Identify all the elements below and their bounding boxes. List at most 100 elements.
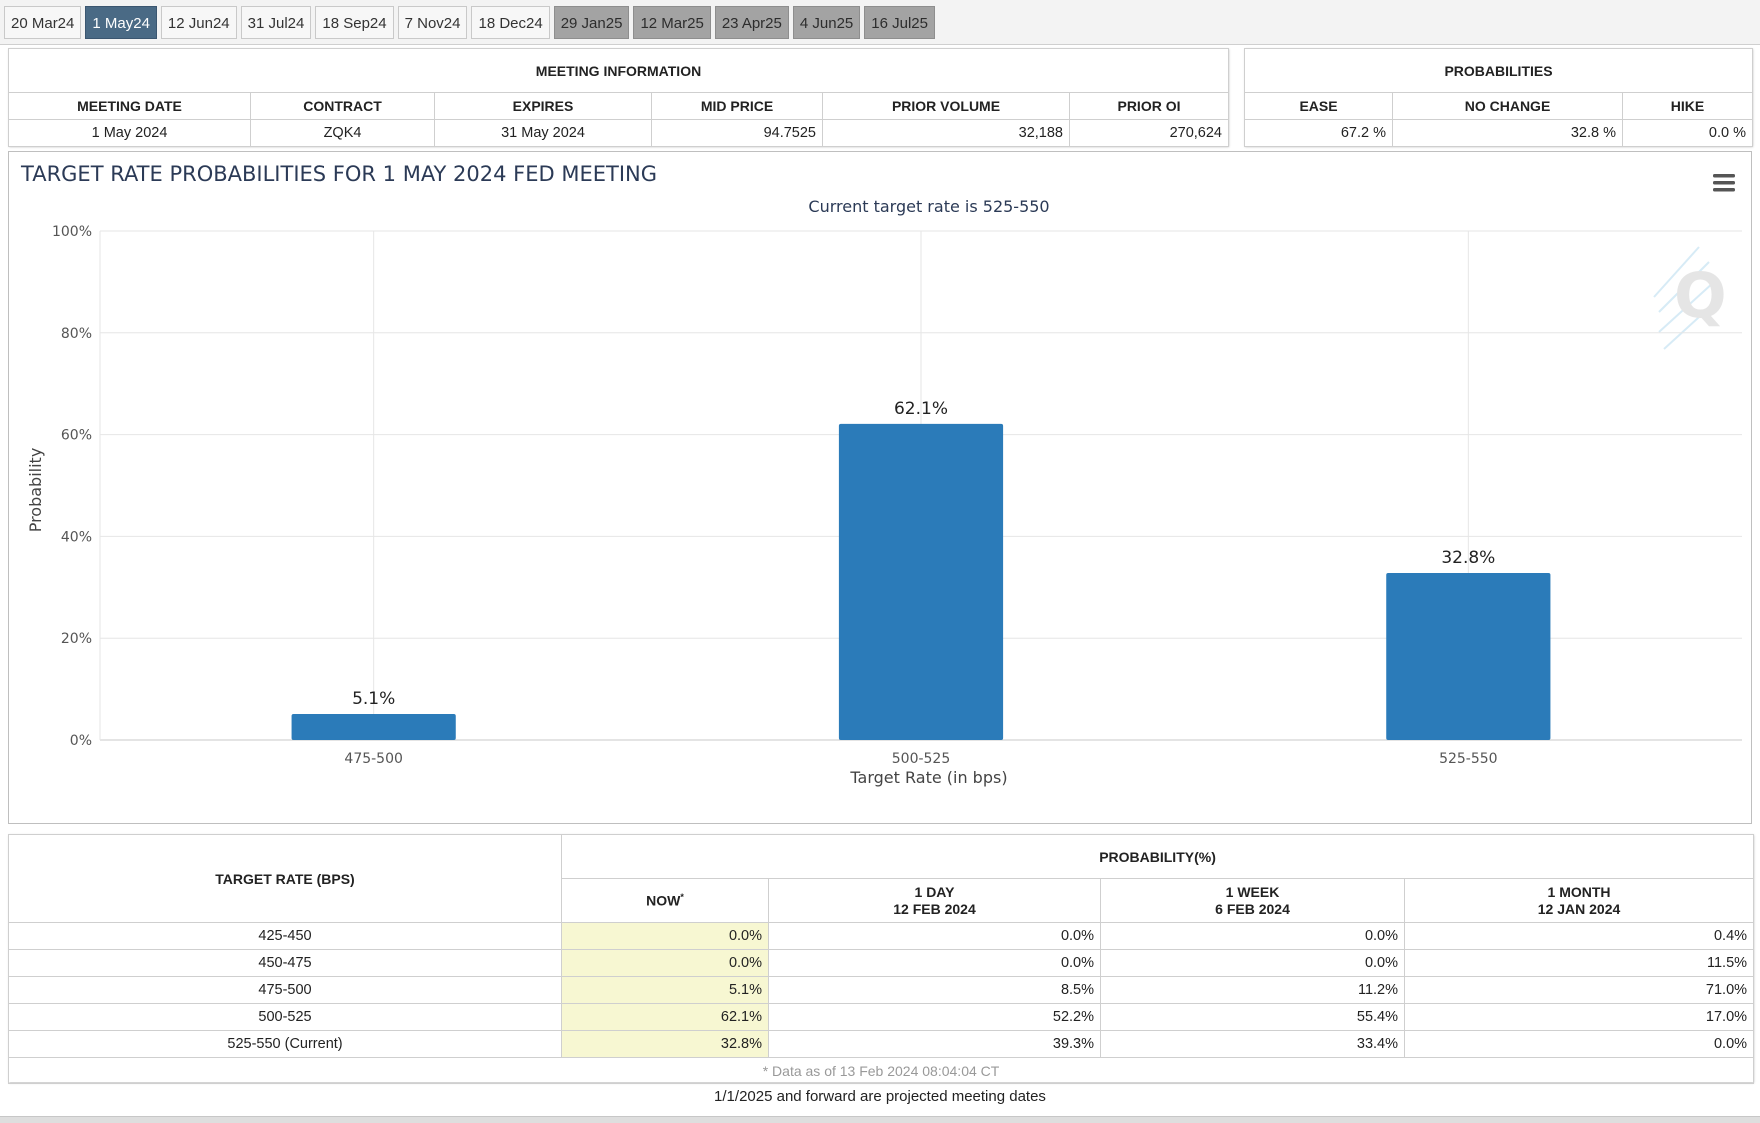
col-1-week-date: 6 FEB 2024 — [1215, 900, 1290, 917]
col-now-footnote-mark: * — [680, 892, 684, 903]
expires-value: 31 May 2024 — [434, 119, 652, 147]
one-month-probability-cell: 11.5% — [1403, 949, 1755, 977]
meeting-tab[interactable]: 7 Nov24 — [397, 6, 468, 39]
probability-row: 450-475 0.0% 0.0% 0.0% 11.5% — [8, 949, 1755, 977]
one-week-probability-cell: 0.0% — [1100, 922, 1405, 950]
one-day-probability-cell: 0.0% — [768, 922, 1101, 950]
probability-history-panel: TARGET RATE (BPS) PROBABILITY(%) NOW* 1 … — [7, 834, 1755, 1084]
one-day-probability-cell: 52.2% — [768, 1003, 1101, 1031]
col-contract: CONTRACT — [250, 92, 435, 120]
x-category-label: 475-500 — [344, 751, 403, 767]
target-rate-cell: 500-525 — [8, 1003, 562, 1031]
probability-bar[interactable] — [291, 714, 456, 740]
probabilities-panel: PROBABILITIES EASE NO CHANGE HIKE 67.2 %… — [1244, 48, 1753, 147]
now-probability-cell: 62.1% — [561, 1003, 769, 1031]
y-tick-label: 20% — [61, 631, 92, 647]
meeting-tab[interactable]: 16 Jul25 — [864, 6, 935, 39]
now-probability-cell: 32.8% — [561, 1030, 769, 1058]
one-week-probability-cell: 33.4% — [1100, 1030, 1405, 1058]
col-1-week: 1 WEEK 6 FEB 2024 — [1100, 878, 1405, 923]
col-no-change: NO CHANGE — [1392, 92, 1623, 120]
meeting-tab[interactable]: 29 Jan25 — [553, 6, 630, 39]
target-rate-header: TARGET RATE (BPS) — [8, 834, 562, 923]
meeting-tab[interactable]: 1 May24 — [85, 6, 157, 39]
one-week-probability-cell: 11.2% — [1100, 976, 1405, 1004]
x-axis-title: Target Rate (in bps) — [849, 768, 1007, 787]
col-1-week-label: 1 WEEK — [1225, 883, 1280, 900]
one-month-probability-cell: 0.0% — [1403, 1030, 1755, 1058]
x-category-label: 500-525 — [892, 751, 951, 767]
y-axis-title: Probability — [26, 448, 45, 533]
hamburger-menu-icon[interactable] — [1707, 168, 1739, 198]
col-1-day: 1 DAY 12 FEB 2024 — [768, 878, 1101, 923]
meeting-information-panel: MEETING INFORMATION MEETING DATE CONTRAC… — [8, 48, 1229, 147]
meeting-tab[interactable]: 12 Mar25 — [633, 6, 711, 39]
one-month-probability-cell: 17.0% — [1403, 1003, 1755, 1031]
probability-row: 425-450 0.0% 0.0% 0.0% 0.4% — [8, 922, 1755, 950]
probability-bar[interactable] — [838, 423, 1004, 740]
meeting-tabs: 20 Mar24 1 May24 12 Jun24 31 Jul24 18 Sep24 7… — [4, 6, 935, 39]
col-hike: HIKE — [1622, 92, 1753, 120]
probability-row: 500-525 62.1% 52.2% 55.4% 17.0% — [8, 1003, 1755, 1031]
no-change-value: 32.8 % — [1392, 119, 1623, 147]
target-rate-chart-panel: TARGET RATE PROBABILITIES FOR 1 MAY 2024… — [8, 151, 1752, 824]
now-probability-cell: 5.1% — [561, 976, 769, 1004]
col-mid-price: MID PRICE — [651, 92, 823, 120]
now-probability-cell: 0.0% — [561, 922, 769, 950]
meeting-tab[interactable]: 12 Jun24 — [160, 6, 237, 39]
bar-data-label: 5.1% — [352, 689, 395, 709]
data-as-of-note: * Data as of 13 Feb 2024 08:04:04 CT — [7, 1057, 1755, 1084]
bottom-divider — [0, 1116, 1760, 1123]
col-ease: EASE — [1244, 92, 1393, 120]
one-day-probability-cell: 39.3% — [768, 1030, 1101, 1058]
col-1-day-label: 1 DAY — [914, 883, 955, 900]
chart-subtitle: Current target rate is 525-550 — [808, 197, 1049, 216]
col-expires: EXPIRES — [434, 92, 652, 120]
probability-bar[interactable] — [1386, 573, 1551, 740]
y-tick-label: 40% — [61, 529, 92, 545]
one-month-probability-cell: 71.0% — [1403, 976, 1755, 1004]
col-prior-volume: PRIOR VOLUME — [822, 92, 1070, 120]
meeting-tab[interactable]: 18 Dec24 — [471, 6, 550, 39]
probabilities-title: PROBABILITIES — [1244, 48, 1753, 93]
meeting-tab[interactable]: 23 Apr25 — [714, 6, 789, 39]
prior-volume-value: 32,188 — [822, 119, 1070, 147]
y-tick-label: 60% — [61, 428, 92, 444]
projected-dates-note: 1/1/2025 and forward are projected meeti… — [714, 1088, 1046, 1105]
probability-row: 475-500 5.1% 8.5% 11.2% 71.0% — [8, 976, 1755, 1004]
col-1-month-label: 1 MONTH — [1547, 883, 1611, 900]
one-week-probability-cell: 55.4% — [1100, 1003, 1405, 1031]
one-day-probability-cell: 0.0% — [768, 949, 1101, 977]
probability-header: PROBABILITY(%) — [560, 834, 1755, 879]
col-1-month-date: 12 JAN 2024 — [1537, 900, 1621, 917]
target-rate-cell: 425-450 — [8, 922, 562, 950]
col-1-day-date: 12 FEB 2024 — [893, 900, 976, 917]
ease-value: 67.2 % — [1244, 119, 1393, 147]
target-rate-cell: 475-500 — [8, 976, 562, 1004]
chart-bars — [291, 423, 1551, 740]
meeting-tab[interactable]: 4 Jun25 — [792, 6, 861, 39]
col-meeting-date: MEETING DATE — [8, 92, 251, 120]
svg-text:Q: Q — [1674, 259, 1727, 332]
prior-oi-value: 270,624 — [1069, 119, 1229, 147]
now-probability-cell: 0.0% — [561, 949, 769, 977]
chart-title: TARGET RATE PROBABILITIES FOR 1 MAY 2024… — [20, 162, 657, 186]
mid-price-value: 94.7525 — [651, 119, 823, 147]
bar-data-label: 62.1% — [894, 399, 948, 419]
one-day-probability-cell: 8.5% — [768, 976, 1101, 1004]
col-prior-oi: PRIOR OI — [1069, 92, 1229, 120]
col-1-month: 1 MONTH 12 JAN 2024 — [1403, 878, 1755, 923]
contract-value: ZQK4 — [250, 119, 435, 147]
one-week-probability-cell: 0.0% — [1100, 949, 1405, 977]
meeting-tab[interactable]: 20 Mar24 — [4, 6, 82, 39]
chart-labels: 0% 20% 40% 60% 80% 100% 5.1% 475-500 62.1% 500-52… — [52, 224, 1498, 767]
meeting-information-title: MEETING INFORMATION — [8, 48, 1229, 93]
target-rate-cell: 450-475 — [8, 949, 562, 977]
y-tick-label: 100% — [52, 224, 92, 240]
meeting-tab[interactable]: 18 Sep24 — [315, 6, 394, 39]
q-watermark-logo-icon: Q — [1653, 246, 1727, 350]
col-now: NOW* — [561, 878, 769, 923]
hike-value: 0.0 % — [1622, 119, 1753, 147]
meeting-tab[interactable]: 31 Jul24 — [240, 6, 312, 39]
target-rate-cell: 525-550 (Current) — [8, 1030, 562, 1058]
